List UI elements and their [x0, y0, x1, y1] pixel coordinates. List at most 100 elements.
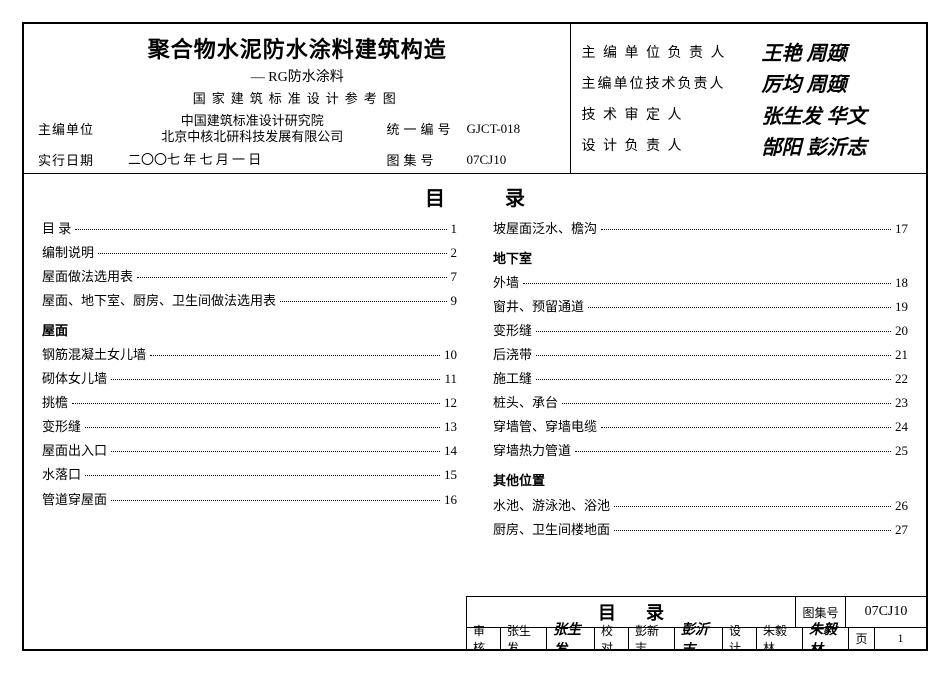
toc-text: 水落口 — [42, 463, 81, 487]
toc-leader-dots — [72, 403, 440, 404]
toc-line: 屋面出入口14 — [42, 439, 457, 463]
proof-sig: 彭沂志 — [675, 628, 723, 649]
sig-row-3: 技 术 审 定 人 张生发 华文 — [581, 100, 916, 129]
toc-text: 变形缝 — [42, 415, 81, 439]
toc-leader-dots — [98, 253, 446, 254]
sig-label-1: 主 编 单 位 负 责 人 — [581, 42, 761, 62]
toc-page: 26 — [895, 494, 908, 518]
toc-page: 24 — [895, 415, 908, 439]
toc-line: 钢筋混凝土女儿墙10 — [42, 343, 457, 367]
toc-line: 挑檐12 — [42, 391, 457, 415]
footer-atlas-val: 07CJ10 — [846, 597, 926, 627]
toc-leader-dots — [137, 277, 446, 278]
toc-line: 桩头、承台23 — [493, 391, 908, 415]
design-name: 朱毅林 — [757, 628, 803, 649]
title-block-bottom: 审核 张生发 张生发 校对 彭新志 彭沂志 设计 朱毅林 朱毅林 页 1 — [467, 627, 926, 649]
toc-page: 25 — [895, 439, 908, 463]
toc-leader-dots — [588, 307, 891, 308]
toc-leader-dots — [601, 229, 891, 230]
toc-section: 屋面 — [42, 319, 457, 343]
toc-page: 17 — [895, 217, 908, 241]
meta-date-row: 实行日期 二〇〇七 年 七 月 一 日 图集号 07CJ10 — [38, 150, 556, 169]
toc-text: 编制说明 — [42, 241, 94, 265]
atlas-label: 图集号 — [386, 150, 466, 169]
toc-page: 27 — [895, 518, 908, 542]
code-label: 统一编号 — [386, 119, 466, 138]
toc-leader-dots — [280, 301, 446, 302]
toc-leader-dots — [111, 451, 440, 452]
toc-line: 施工缝 22 — [493, 367, 908, 391]
toc-leader-dots — [85, 475, 440, 476]
toc-text: 施工缝 — [493, 367, 532, 391]
toc-line: 编制说明2 — [42, 241, 457, 265]
toc-line: 外墙18 — [493, 271, 908, 295]
toc-leader-dots — [523, 283, 891, 284]
proof-label: 校对 — [595, 628, 629, 649]
toc-text: 目 录 — [42, 217, 71, 241]
toc-section: 地下室 — [493, 247, 908, 271]
toc-text: 外墙 — [493, 271, 519, 295]
sig-val-2: 厉均 周颋 — [761, 68, 846, 97]
toc-page: 20 — [895, 319, 908, 343]
org-value: 中国建筑标准设计研究院 北京中核北研科技发展有限公司 — [118, 113, 386, 144]
toc-page: 1 — [451, 217, 458, 241]
sig-row-1: 主 编 单 位 负 责 人 王艳 周颋 — [581, 37, 916, 66]
header-right: 主 编 单 位 负 责 人 王艳 周颋 主编单位技术负责人 厉均 周颋 技 术 … — [571, 24, 926, 173]
toc-line: 变形缝 20 — [493, 319, 908, 343]
toc-line: 穿墙热力管道 25 — [493, 439, 908, 463]
page-label: 页 — [849, 628, 875, 649]
toc-page: 14 — [444, 439, 457, 463]
toc-line: 水池、游泳池、浴池 26 — [493, 494, 908, 518]
toc-text: 屋面、地下室、厨房、卫生间做法选用表 — [42, 289, 276, 313]
toc-leader-dots — [601, 427, 891, 428]
sig-row-2: 主编单位技术负责人 厉均 周颋 — [581, 68, 916, 97]
header: 聚合物水泥防水涂料建筑构造 — RG防水涂料 国家建筑标准设计参考图 主编单位 … — [24, 24, 926, 174]
toc-page: 16 — [444, 488, 457, 512]
toc-page: 22 — [895, 367, 908, 391]
header-left: 聚合物水泥防水涂料建筑构造 — RG防水涂料 国家建筑标准设计参考图 主编单位 … — [24, 24, 571, 173]
toc-page: 10 — [444, 343, 457, 367]
toc-line: 后浇带 21 — [493, 343, 908, 367]
toc-leader-dots — [150, 355, 440, 356]
toc-leader-dots — [536, 355, 891, 356]
page-val: 1 — [875, 628, 926, 649]
toc-page: 21 — [895, 343, 908, 367]
toc-line: 水落口15 — [42, 463, 457, 487]
toc-page: 12 — [444, 391, 457, 415]
toc-leader-dots — [111, 379, 440, 380]
design-label: 设计 — [723, 628, 757, 649]
doc-title: 聚合物水泥防水涂料建筑构造 — [38, 32, 556, 64]
toc-col-right: 坡屋面泛水、檐沟17地下室外墙18窗井、预留通道19变形缝20后浇带21施工缝2… — [493, 217, 908, 649]
toc-page: 7 — [451, 265, 458, 289]
design-sig: 朱毅林 — [803, 628, 849, 649]
toc-line: 管道穿屋面16 — [42, 488, 457, 512]
toc-leader-dots — [536, 379, 891, 380]
toc-line: 屋面、地下室、厨房、卫生间做法选用表9 — [42, 289, 457, 313]
toc-line: 穿墙管、穿墙电缆 24 — [493, 415, 908, 439]
toc-text: 穿墙管、穿墙电缆 — [493, 415, 597, 439]
meta-org-row: 主编单位 中国建筑标准设计研究院 北京中核北研科技发展有限公司 统一编号 GJC… — [38, 113, 556, 144]
toc-text: 窗井、预留通道 — [493, 295, 584, 319]
body: 目录 目 录1编制说明2屋面做法选用表7屋面、地下室、厨房、卫生间做法选用表9屋… — [24, 174, 926, 649]
toc-leader-dots — [536, 331, 891, 332]
sig-val-1: 王艳 周颋 — [761, 37, 846, 66]
toc-leader-dots — [614, 530, 891, 531]
toc-line: 变形缝13 — [42, 415, 457, 439]
toc-leader-dots — [575, 451, 891, 452]
title-block: 目录 图集号 07CJ10 审核 张生发 张生发 校对 彭新志 彭沂志 设计 朱… — [466, 596, 926, 649]
toc-text: 变形缝 — [493, 319, 532, 343]
toc-text: 穿墙热力管道 — [493, 439, 571, 463]
toc-text: 后浇带 — [493, 343, 532, 367]
sig-label-4: 设 计 负 责 人 — [581, 135, 761, 155]
doc-line3: 国家建筑标准设计参考图 — [38, 88, 556, 107]
toc-text: 屋面做法选用表 — [42, 265, 133, 289]
toc-col-left: 目 录 1编制说明2屋面做法选用表 7屋面、地下室、厨房、卫生间做法选用表9 屋面钢筋… — [42, 217, 457, 649]
sig-label-2: 主编单位技术负责人 — [581, 73, 761, 93]
sig-val-3: 张生发 华文 — [761, 100, 866, 129]
toc-text: 厨房、卫生间楼地面 — [493, 518, 610, 542]
toc-text: 水池、游泳池、浴池 — [493, 494, 610, 518]
toc-page: 19 — [895, 295, 908, 319]
review-label: 审核 — [467, 628, 501, 649]
sig-label-3: 技 术 审 定 人 — [581, 104, 761, 124]
org-2: 北京中核北研科技发展有限公司 — [161, 129, 343, 144]
